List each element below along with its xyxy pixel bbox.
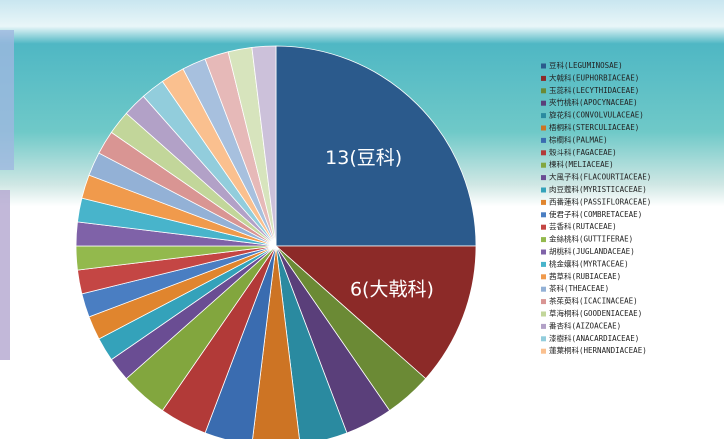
legend-label: 番杏科(AIZOACEAE)	[549, 320, 621, 330]
legend-swatch	[541, 163, 546, 168]
legend-swatch	[541, 113, 546, 118]
legend-label: 豆科(LEGUMINOSAE)	[549, 60, 623, 70]
legend-swatch	[541, 274, 546, 279]
legend-label: 蓮葉桐科(HERNANDIACEAE)	[549, 345, 647, 355]
legend-label: 旋花科(CONVOLVULACEAE)	[549, 110, 644, 120]
legend-swatch	[541, 212, 546, 217]
legend-label: 芸香科(RUTACEAE)	[549, 221, 617, 231]
data-label: 13(豆科)	[325, 147, 402, 169]
legend-swatch	[541, 126, 546, 131]
legend-swatch	[541, 237, 546, 242]
legend-label: 玉蕊科(LECYTHIDACEAE)	[549, 85, 639, 95]
legend-label: 漆樹科(ANACARDIACEAE)	[549, 333, 639, 343]
legend-label: 茶茱萸科(ICACINACEAE)	[549, 296, 638, 306]
legend-swatch	[541, 200, 546, 205]
legend-swatch	[541, 287, 546, 292]
legend-swatch	[541, 299, 546, 304]
legend-label: 殼斗科(FAGACEAE)	[549, 147, 617, 157]
chart: 13(豆科) 6(大戟科) 豆科(LEGUMINOSAE) 大戟科(EUPHORBI…	[0, 0, 724, 439]
legend-label: 楝科(MELIACEAE)	[549, 159, 614, 169]
legend-label: 茶科(THEACEAE)	[549, 283, 609, 293]
legend-swatch	[541, 324, 546, 329]
decoration	[0, 30, 14, 170]
legend-label: 梧桐科(STERCULIACEAE)	[549, 122, 639, 132]
legend-label: 茜草科(RUBIACEAE)	[549, 271, 621, 281]
legend-label: 金絲桃科(GUTTIFERAE)	[549, 234, 633, 244]
legend-label: 夾竹桃科(APOCYNACEAE)	[549, 97, 638, 107]
legend-swatch	[541, 336, 546, 341]
legend-swatch	[541, 250, 546, 255]
legend-label: 大風子科(FLACOURTIACEAE)	[549, 172, 651, 182]
legend-label: 大戟科(EUPHORBIACEAE)	[549, 72, 639, 82]
legend-swatch	[541, 138, 546, 143]
legend-swatch	[541, 76, 546, 81]
legend-swatch	[541, 225, 546, 230]
legend-swatch	[541, 88, 546, 93]
decoration	[0, 190, 10, 360]
pie: 13(豆科) 6(大戟科)	[76, 46, 476, 439]
legend-label: 肉豆蔻科(MYRISTICACEAE)	[549, 184, 647, 194]
legend-label: 西番蓮科(PASSIFLORACEAE)	[549, 196, 651, 206]
legend-label: 桃金孃科(MYRTACEAE)	[549, 258, 629, 268]
legend-swatch	[541, 101, 546, 106]
legend-swatch	[541, 150, 546, 155]
legend-label: 棕櫚科(PALMAE)	[549, 134, 608, 144]
legend-swatch	[541, 188, 546, 193]
legend-swatch	[541, 312, 546, 317]
legend-swatch	[541, 262, 546, 267]
legend-label: 胡桃科(JUGLANDACEAE)	[549, 246, 635, 256]
legend-swatch	[541, 175, 546, 180]
legend-swatch	[541, 349, 546, 354]
legend-label: 草海桐科(GOODENIACEAE)	[549, 308, 642, 318]
legend-swatch	[541, 64, 546, 69]
legend-label: 使君子科(COMBRETACEAE)	[549, 209, 642, 219]
data-label: 6(大戟科)	[350, 278, 434, 300]
